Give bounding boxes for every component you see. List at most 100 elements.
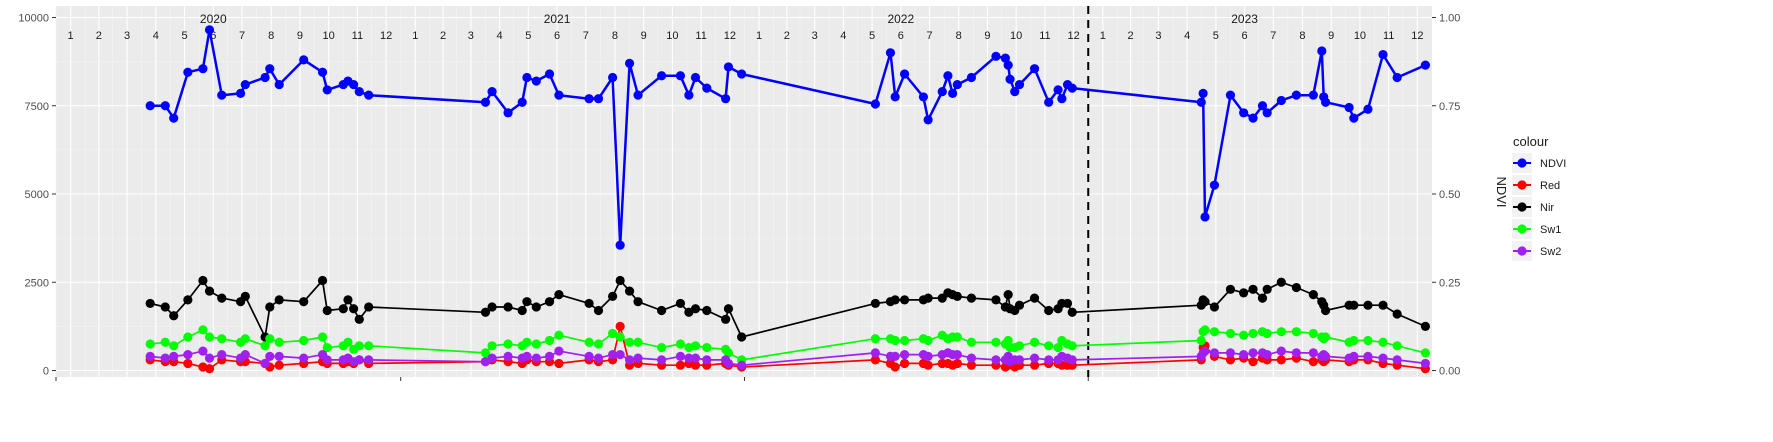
data-point-red [554, 358, 564, 369]
data-point-sw1 [544, 335, 555, 346]
data-point-sw1 [204, 332, 215, 342]
data-point-sw2 [198, 346, 208, 356]
month-label: 2 [784, 30, 790, 42]
data-point-red [204, 364, 215, 374]
data-point-nir [1200, 297, 1210, 307]
data-point-sw2 [1029, 353, 1040, 363]
data-point-sw1 [343, 337, 353, 347]
data-point-sw2 [544, 351, 555, 361]
data-point-red [1308, 357, 1318, 367]
right-y-axis: 0.00 0.25 0.50 0.75 1.00 [1432, 13, 1460, 378]
data-point-nir [1029, 293, 1040, 303]
data-point-ndvi [1005, 74, 1015, 84]
data-point-nir [1014, 300, 1025, 310]
right-axis-tick-label: 0.00 [1439, 366, 1460, 378]
data-point-ndvi [299, 55, 309, 65]
data-point-ndvi [480, 97, 491, 107]
data-point-sw2 [145, 351, 155, 361]
data-point-ndvi [198, 64, 208, 74]
month-label: 11 [352, 30, 363, 42]
data-point-sw1 [217, 334, 227, 344]
data-point-ndvi [204, 25, 215, 35]
data-point-ndvi [183, 67, 193, 77]
month-labels: 1 2 3 4 5 6 7 8 9 10 11 12 1 2 3 4 5 6 7 8 9 10 11 12 1 2 3 4 5 6 7 8 9 1… [68, 30, 1424, 42]
data-point-sw2 [952, 350, 962, 360]
data-point-ndvi [1320, 97, 1331, 107]
month-label: 1 [1100, 30, 1106, 42]
data-point-ndvi [1057, 94, 1067, 104]
data-point-nir [615, 275, 625, 286]
data-point-ndvi [593, 94, 604, 104]
data-point-sw2 [274, 351, 284, 361]
data-point-ndvi [966, 72, 977, 83]
data-point-sw2 [584, 351, 594, 361]
month-label: 9 [641, 30, 647, 42]
data-point-ndvi [737, 69, 747, 79]
data-point-nir [633, 297, 643, 307]
month-label: 3 [812, 30, 818, 42]
data-point-ndvi [633, 90, 643, 100]
data-point-sw2 [723, 358, 734, 369]
data-point-ndvi [991, 51, 1001, 61]
data-point-ndvi [1276, 95, 1286, 106]
month-label: 4 [1184, 30, 1190, 42]
data-point-ndvi [544, 69, 555, 79]
data-point-ndvi [624, 58, 635, 68]
data-point-nir [1276, 277, 1286, 287]
data-point-sw2 [1044, 355, 1054, 365]
data-point-ndvi [531, 76, 541, 86]
data-point-red [1276, 355, 1286, 365]
data-point-nir [656, 305, 667, 316]
month-label: 8 [1299, 30, 1305, 42]
month-label: 7 [239, 30, 245, 42]
data-point-sw1 [1308, 328, 1318, 339]
data-point-nir [1225, 284, 1236, 294]
month-label: 7 [583, 30, 589, 42]
data-point-sw1 [584, 337, 594, 347]
data-point-sw1 [890, 335, 900, 346]
month-label: 9 [984, 30, 990, 42]
data-point-ndvi [1378, 49, 1388, 60]
data-point-sw1 [183, 332, 193, 342]
month-label: 4 [840, 30, 846, 42]
data-point-ndvi [584, 94, 594, 104]
data-point-sw2 [675, 351, 686, 361]
data-point-sw2 [615, 350, 625, 360]
data-point-sw1 [624, 337, 635, 347]
data-point-sw2 [593, 353, 604, 363]
data-point-sw1 [265, 334, 275, 344]
data-point-nir [531, 302, 541, 312]
data-point-nir [593, 305, 604, 316]
data-point-sw1 [952, 332, 962, 342]
month-label: 2 [96, 30, 102, 42]
data-point-ndvi [260, 72, 270, 83]
data-point-sw1 [1029, 337, 1040, 347]
data-point-nir [608, 291, 618, 301]
data-point-sw2 [322, 355, 332, 365]
data-point-sw1 [299, 335, 309, 346]
data-point-ndvi [923, 115, 933, 125]
data-point-red [952, 358, 962, 369]
data-point-sw2 [240, 350, 250, 360]
data-point-sw2 [1320, 351, 1331, 361]
left-axis-tick-label: 7500 [25, 101, 49, 113]
data-point-ndvi [684, 90, 694, 100]
month-label: 3 [124, 30, 130, 42]
legend: colour NDVI Red Nir Sw1 Sw2 [1512, 134, 1566, 261]
data-point-sw2 [503, 351, 513, 361]
data-point-ndvi [943, 71, 953, 81]
data-point-ndvi [1317, 46, 1327, 56]
year-label: 2020 [200, 12, 227, 26]
data-point-ndvi [656, 71, 667, 81]
data-point-nir [364, 302, 374, 312]
data-point-sw1 [145, 339, 155, 349]
data-point-nir [183, 295, 193, 305]
data-point-sw2 [684, 353, 694, 363]
data-point-sw1 [169, 341, 179, 351]
data-point-nir [899, 295, 910, 305]
data-point-sw2 [633, 353, 643, 363]
data-point-red [923, 360, 933, 370]
data-point-sw1 [1378, 337, 1388, 347]
data-point-sw2 [204, 353, 215, 363]
year-label: 2023 [1231, 12, 1258, 26]
